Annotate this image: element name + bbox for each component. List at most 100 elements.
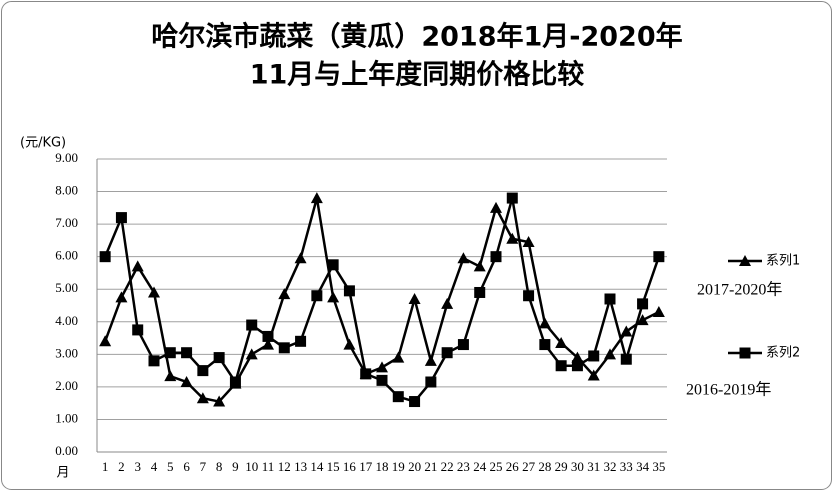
data-point: [213, 352, 225, 364]
x-tick-label: 26: [506, 459, 520, 474]
x-tick-label: 9: [232, 459, 239, 474]
x-tick-label: 34: [636, 459, 650, 474]
data-point: [571, 351, 584, 363]
data-point: [376, 374, 388, 386]
data-point: [408, 292, 421, 304]
x-tick-label: 7: [200, 459, 207, 474]
x-tick-label: 27: [522, 459, 536, 474]
y-tick-label: 7.00: [55, 215, 78, 230]
y-tick-label: 2.00: [55, 378, 78, 393]
x-tick-label: 10: [245, 459, 258, 474]
data-point: [637, 298, 649, 310]
data-point: [392, 391, 404, 403]
data-point: [571, 360, 583, 372]
data-point: [262, 338, 274, 350]
data-point: [278, 342, 290, 354]
data-point: [181, 347, 193, 359]
data-point: [588, 350, 600, 362]
data-point: [343, 338, 356, 350]
y-axis-label: (元/KG): [20, 136, 66, 151]
y-tick-label: 0.00: [55, 443, 78, 458]
data-point: [164, 347, 176, 359]
data-point: [604, 348, 616, 360]
data-point: [294, 252, 307, 264]
data-point: [409, 396, 421, 408]
x-tick-label: 18: [376, 459, 389, 474]
x-tick-label: 1: [102, 459, 109, 474]
data-point: [327, 259, 339, 271]
data-point: [360, 368, 372, 380]
data-point: [425, 376, 437, 388]
x-tick-label: 22: [441, 459, 454, 474]
x-tick-label: 19: [392, 459, 405, 474]
x-tick-label: 11: [262, 459, 275, 474]
data-point: [506, 192, 518, 204]
chart-title: 11月与上年度同期价格比较: [250, 59, 585, 91]
data-point: [474, 286, 486, 298]
data-point: [99, 251, 111, 263]
x-tick-label: 12: [278, 459, 291, 474]
y-tick-label: 9.00: [55, 150, 78, 165]
data-point: [652, 306, 665, 318]
series-note: 2016-2019年: [686, 381, 771, 399]
x-tick-label: 2: [118, 459, 125, 474]
data-point: [115, 212, 127, 224]
data-point: [587, 369, 600, 381]
data-point: [99, 335, 112, 347]
data-point: [620, 325, 633, 337]
legend-marker: [739, 347, 751, 359]
data-point: [490, 251, 502, 263]
data-point: [506, 232, 519, 244]
y-tick-label: 4.00: [55, 313, 78, 328]
data-point: [604, 293, 616, 305]
data-point: [441, 347, 453, 359]
data-point: [392, 351, 405, 363]
x-tick-label: 5: [167, 459, 174, 474]
data-point: [311, 290, 323, 302]
data-point: [213, 395, 226, 407]
y-tick-label: 1.00: [55, 410, 78, 425]
x-tick-label: 23: [457, 459, 470, 474]
data-point: [132, 324, 144, 336]
data-point: [164, 370, 177, 382]
x-tick-label: 6: [183, 459, 190, 474]
data-point: [441, 297, 454, 309]
data-point: [490, 201, 502, 213]
data-point: [148, 355, 160, 367]
data-point: [457, 339, 469, 351]
data-point: [310, 192, 323, 204]
data-point: [246, 319, 258, 331]
x-tick-label: 33: [620, 459, 633, 474]
x-tick-label: 3: [134, 459, 141, 474]
data-point: [262, 330, 274, 342]
x-tick-label: 25: [490, 459, 503, 474]
x-tick-label: 24: [473, 459, 487, 474]
data-point: [457, 252, 470, 264]
x-tick-label: 20: [408, 459, 421, 474]
data-point: [522, 236, 535, 248]
data-point: [636, 314, 649, 326]
data-point: [148, 286, 160, 298]
x-tick-label: 30: [571, 459, 584, 474]
x-tick-label: 35: [652, 459, 665, 474]
y-tick-label: 5.00: [55, 280, 78, 295]
x-tick-label: 15: [327, 459, 340, 474]
data-point: [180, 376, 193, 388]
x-tick-label: 16: [343, 459, 357, 474]
y-tick-label: 8.00: [55, 183, 78, 198]
x-tick-label: 14: [310, 459, 324, 474]
y-tick-label: 3.00: [55, 345, 78, 360]
x-tick-label: 28: [538, 459, 551, 474]
data-point: [197, 365, 209, 377]
chart-title: 哈尔滨市蔬菜（黄瓜）2018年1月-2020年: [151, 21, 682, 53]
data-point: [196, 392, 209, 404]
data-point: [539, 339, 551, 351]
legend-label: 系列2: [766, 346, 800, 361]
x-tick-label: 21: [424, 459, 437, 474]
x-axis-label: 月: [56, 466, 69, 481]
legend-label: 系列1: [766, 254, 800, 269]
data-point: [376, 361, 388, 373]
data-point: [424, 354, 437, 366]
